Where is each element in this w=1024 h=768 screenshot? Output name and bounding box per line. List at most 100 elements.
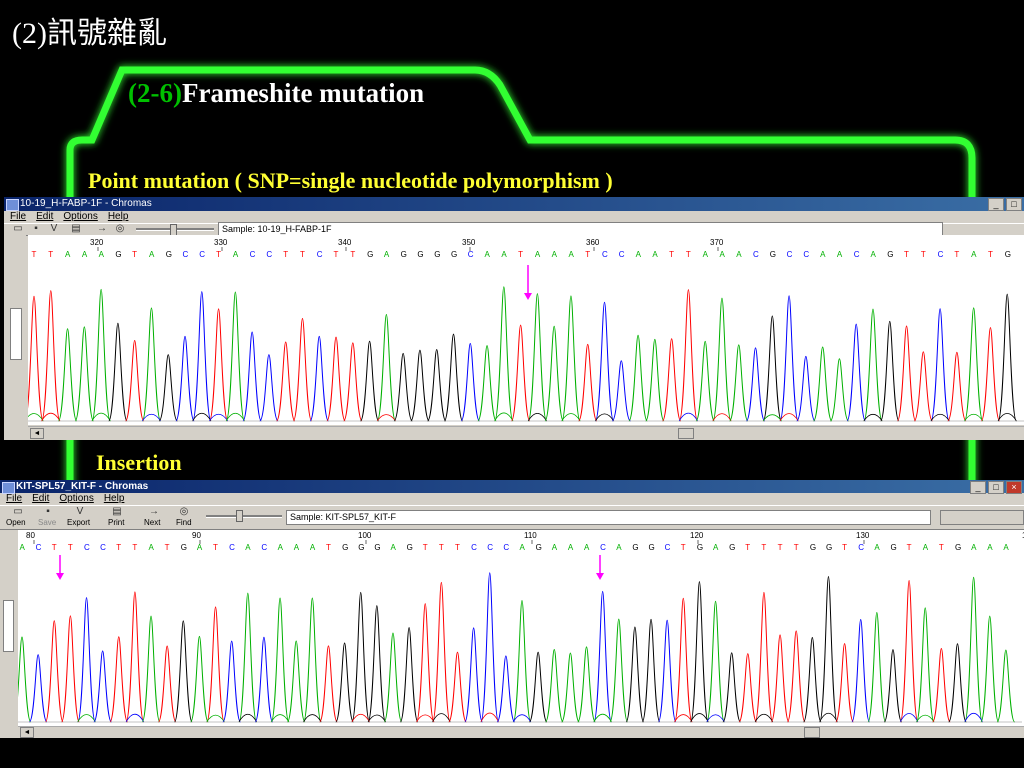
trace-peak <box>93 650 113 723</box>
trace-noise <box>367 714 387 723</box>
minimize-button[interactable]: _ <box>988 198 1004 211</box>
base-call: T <box>904 250 909 259</box>
trace-peak <box>383 632 403 723</box>
zoom-slider[interactable] <box>206 515 282 518</box>
print-icon[interactable]: ▤ <box>112 506 122 517</box>
trace-peak <box>528 651 548 723</box>
vertical-zoom-scrollbar[interactable] <box>4 235 26 425</box>
trace-peak <box>947 351 967 422</box>
menu-file[interactable]: File <box>6 493 23 504</box>
trace-noise <box>712 413 732 422</box>
menu-edit[interactable]: Edit <box>36 211 54 222</box>
menu-options[interactable]: Options <box>59 493 94 504</box>
trace-peak <box>678 289 699 422</box>
menu-help[interactable]: Help <box>107 211 129 222</box>
vertical-zoom-scrollbar[interactable] <box>0 530 17 726</box>
next-icon[interactable]: → <box>97 223 107 234</box>
print-button[interactable]: Print <box>108 518 125 527</box>
menu-help[interactable]: Help <box>103 493 125 504</box>
trace-peak <box>91 288 111 422</box>
scroll-thumb[interactable] <box>678 428 694 439</box>
trace-peak <box>786 630 806 723</box>
mutation-arrow-head <box>596 573 604 580</box>
save-icon[interactable]: ▪ <box>46 506 50 517</box>
open-icon[interactable]: ▭ <box>13 506 23 517</box>
window-2-titlebar[interactable]: KIT-SPL57_KIT-F - Chromas _ □ × <box>0 480 1024 494</box>
base-call: C <box>858 543 864 552</box>
chromas-window-1: 10-19_H-FABP-1F - Chromas _ □ File Edit … <box>4 197 1024 440</box>
base-call: A <box>987 543 993 552</box>
next-button[interactable]: Next <box>144 518 161 527</box>
base-call: C <box>938 250 944 259</box>
base-call: A <box>384 250 390 259</box>
vertical-zoom-thumb[interactable] <box>10 308 22 360</box>
sample-field[interactable]: Sample: 10-19_H-FABP-1F <box>218 222 943 236</box>
maximize-button[interactable]: □ <box>1006 198 1022 211</box>
scroll-left-button[interactable]: ◄ <box>20 727 34 738</box>
base-call: A <box>719 250 725 259</box>
trace-noise <box>416 714 435 723</box>
trace-peak <box>12 636 32 723</box>
menu-edit[interactable]: Edit <box>32 493 50 504</box>
menu-options[interactable]: Options <box>63 211 98 222</box>
window-1-titlebar[interactable]: 10-19_H-FABP-1F - Chromas _ □ <box>4 197 1024 211</box>
base-call: T <box>300 250 305 259</box>
minimize-button[interactable]: _ <box>970 481 986 494</box>
trace-peak <box>270 597 290 723</box>
save-icon[interactable]: ▪ <box>34 223 38 234</box>
zoom-slider-thumb[interactable] <box>236 510 243 522</box>
menu-file[interactable]: File <box>10 211 27 222</box>
trace-peak <box>745 347 766 422</box>
trace-peak <box>448 651 467 723</box>
trace-peak <box>460 342 480 422</box>
base-call: C <box>183 250 189 259</box>
open-button[interactable]: Open <box>6 518 26 527</box>
scroll-thumb[interactable] <box>804 727 820 738</box>
scroll-left-button[interactable]: ◄ <box>30 428 44 439</box>
open-icon[interactable]: ▭ <box>13 223 23 234</box>
trace-peak <box>208 308 229 422</box>
base-call: T <box>48 250 53 259</box>
trace-peak <box>410 349 430 422</box>
base-call: T <box>686 250 691 259</box>
next-icon[interactable]: → <box>149 506 159 517</box>
find-icon[interactable]: ◎ <box>115 223 125 234</box>
vertical-zoom-thumb[interactable] <box>3 600 14 652</box>
trace-peak <box>286 640 306 723</box>
base-call: A <box>923 543 929 552</box>
save-button[interactable]: Save <box>38 518 57 527</box>
trace-peak <box>109 636 129 723</box>
trace-panel-1: 320 330 340 350 360 370 T T A A A G T A G C C T A C C T T C T T G A… <box>24 235 1024 425</box>
trace-peak <box>480 572 500 723</box>
base-call: G <box>632 543 638 552</box>
trace-noise <box>594 413 615 422</box>
find-button[interactable]: Find <box>176 518 192 527</box>
trace-peak <box>351 591 371 723</box>
trace-peak <box>464 627 483 723</box>
sample-field[interactable]: Sample: KIT-SPL57_KIT-F <box>286 510 931 525</box>
export-icon[interactable]: V <box>50 223 58 234</box>
tick-label: 130 <box>856 531 870 540</box>
trace-peak <box>561 652 580 723</box>
trace-peak <box>141 307 162 422</box>
trace-peak <box>673 597 693 723</box>
trace-peak <box>512 600 532 723</box>
print-icon[interactable]: ▤ <box>71 223 81 234</box>
horizontal-scrollbar-2[interactable]: ◄ <box>18 726 1024 738</box>
trace-peak <box>275 341 296 422</box>
base-call: C <box>787 250 793 259</box>
window-1-title: 10-19_H-FABP-1F - Chromas <box>20 198 152 209</box>
tick-label: 350 <box>462 238 476 247</box>
trace-noise <box>494 412 514 422</box>
maximize-button[interactable]: □ <box>988 481 1004 494</box>
trace-noise <box>930 413 950 422</box>
app-icon <box>2 482 15 494</box>
trace-peak <box>141 615 161 723</box>
export-button[interactable]: Export <box>67 518 91 527</box>
close-button[interactable]: × <box>1006 481 1022 494</box>
export-icon[interactable]: V <box>76 506 84 517</box>
horizontal-scrollbar-1[interactable]: ◄ <box>28 426 1024 439</box>
find-icon[interactable]: ◎ <box>179 506 189 517</box>
trace-noise <box>77 714 96 723</box>
base-call: T <box>68 543 73 552</box>
